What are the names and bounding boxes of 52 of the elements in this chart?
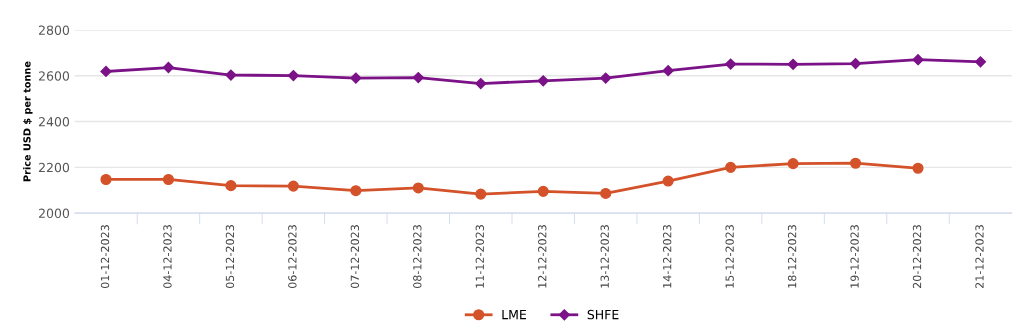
- y-tick-label: 2200: [38, 162, 70, 173]
- point: [787, 158, 799, 170]
- point: [162, 173, 175, 186]
- point: [662, 175, 674, 187]
- point: [100, 65, 112, 78]
- point: [475, 77, 487, 90]
- x-tick-label: 19-12-2023: [850, 225, 859, 288]
- point: [725, 58, 737, 70]
- point: [225, 69, 237, 81]
- x-tick-label: 11-12-2023: [475, 225, 484, 288]
- x-tick-label: 13-12-2023: [600, 225, 609, 288]
- x-tick-label: 06-12-2023: [288, 225, 297, 289]
- x-tick-label: 04-12-2023: [163, 225, 172, 289]
- point: [225, 180, 237, 192]
- x-tick-label: 01-12-2023: [100, 225, 110, 289]
- point: [412, 182, 424, 194]
- point: [849, 58, 862, 70]
- point: [537, 185, 549, 197]
- x-tick-label: 08-12-2023: [413, 225, 422, 289]
- x-tick-label: 20-12-2023: [912, 225, 922, 288]
- x-tick-label: 15-12-2023: [725, 225, 734, 288]
- y-tick-label: 2000: [38, 208, 70, 219]
- y-tick-label: 2400: [38, 117, 70, 127]
- x-tick-label: 21-12-2023: [975, 225, 984, 288]
- point: [912, 54, 924, 66]
- point: [725, 161, 737, 173]
- point: [662, 65, 674, 77]
- point: [287, 69, 299, 82]
- point: [287, 180, 299, 192]
- x-tick-label: 07-12-2023: [350, 225, 360, 289]
- point: [412, 71, 424, 84]
- x-tick-label: 12-12-2023: [538, 225, 547, 288]
- point: [162, 61, 175, 74]
- y-tick-label: 2600: [38, 71, 70, 81]
- y-tick-label: 2800: [38, 25, 70, 35]
- x-tick-label: 18-12-2023: [787, 225, 797, 288]
- x-tick-label: 05-12-2023: [225, 225, 235, 289]
- point: [475, 188, 487, 200]
- legend-label: SHFE: [587, 309, 619, 320]
- x-tick-label: 14-12-2023: [662, 225, 672, 288]
- point: [912, 162, 924, 174]
- y-axis-title: Price USD $ per tonne: [23, 61, 33, 182]
- point: [350, 72, 362, 84]
- legend-label: LME: [502, 310, 527, 320]
- point: [100, 173, 112, 186]
- point: [600, 187, 612, 199]
- point: [537, 75, 549, 87]
- point: [350, 185, 362, 197]
- point: [600, 72, 612, 84]
- point: [787, 58, 799, 70]
- point: [849, 157, 862, 169]
- point: [974, 56, 987, 68]
